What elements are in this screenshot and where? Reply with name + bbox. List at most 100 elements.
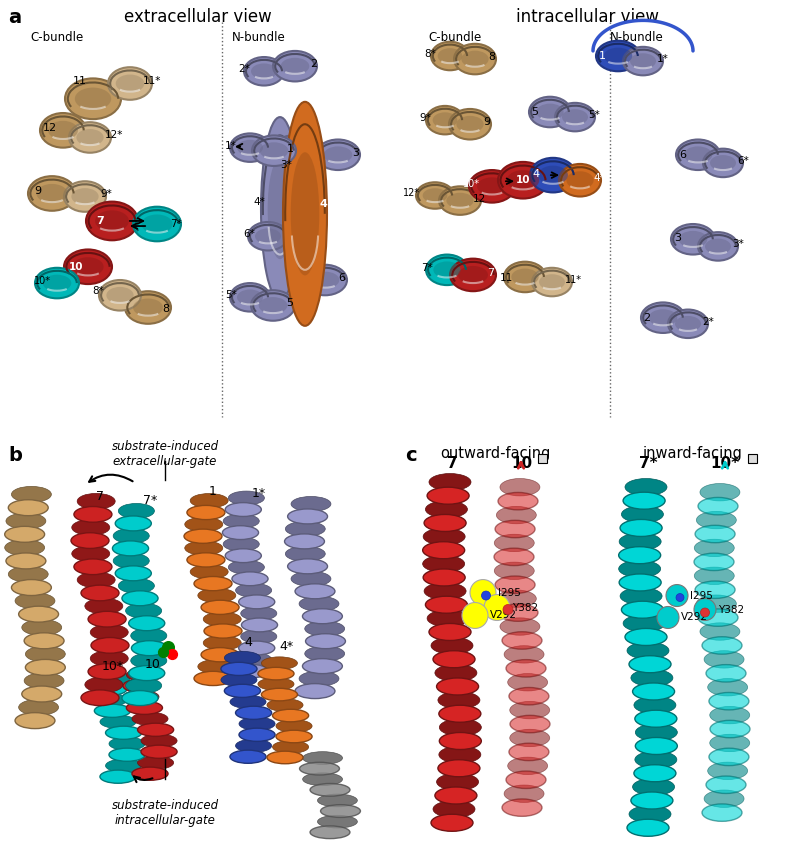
Ellipse shape	[106, 727, 142, 740]
Ellipse shape	[635, 751, 677, 768]
Ellipse shape	[203, 612, 242, 626]
Ellipse shape	[456, 116, 484, 133]
Ellipse shape	[627, 642, 669, 659]
Ellipse shape	[235, 740, 272, 753]
Ellipse shape	[185, 541, 222, 555]
Text: 7*: 7*	[422, 263, 433, 273]
Ellipse shape	[129, 616, 165, 630]
Text: 9*: 9*	[100, 190, 112, 199]
Ellipse shape	[562, 109, 588, 125]
Ellipse shape	[629, 805, 671, 823]
Ellipse shape	[273, 135, 313, 164]
Text: 1*: 1*	[657, 54, 669, 64]
Ellipse shape	[439, 733, 482, 749]
Ellipse shape	[88, 611, 126, 627]
Ellipse shape	[100, 770, 136, 783]
Text: 2*: 2*	[702, 316, 714, 327]
Ellipse shape	[11, 486, 51, 502]
Ellipse shape	[709, 693, 749, 710]
Text: 4: 4	[533, 169, 540, 179]
Text: 2: 2	[310, 59, 317, 69]
Circle shape	[482, 591, 490, 600]
Ellipse shape	[26, 660, 66, 675]
Ellipse shape	[251, 290, 295, 321]
Ellipse shape	[429, 473, 471, 491]
Ellipse shape	[258, 297, 287, 314]
Ellipse shape	[702, 636, 742, 655]
Ellipse shape	[138, 756, 174, 769]
Ellipse shape	[566, 172, 594, 189]
Ellipse shape	[223, 514, 259, 528]
Ellipse shape	[190, 564, 228, 579]
Ellipse shape	[530, 158, 576, 192]
Ellipse shape	[710, 734, 750, 752]
Ellipse shape	[532, 268, 572, 297]
Ellipse shape	[237, 140, 263, 155]
Ellipse shape	[295, 683, 335, 699]
Ellipse shape	[427, 610, 469, 627]
Ellipse shape	[510, 701, 550, 719]
Ellipse shape	[422, 542, 465, 558]
Ellipse shape	[88, 664, 126, 680]
Point	[162, 641, 174, 655]
Ellipse shape	[224, 684, 261, 697]
Ellipse shape	[438, 49, 462, 64]
Ellipse shape	[305, 622, 345, 636]
Ellipse shape	[635, 710, 677, 727]
Ellipse shape	[268, 159, 292, 259]
Ellipse shape	[242, 618, 278, 632]
Ellipse shape	[230, 134, 270, 162]
Ellipse shape	[76, 129, 104, 146]
Ellipse shape	[623, 492, 665, 509]
Ellipse shape	[306, 634, 346, 649]
Ellipse shape	[494, 534, 534, 551]
Text: Y382: Y382	[512, 603, 538, 612]
Ellipse shape	[255, 228, 281, 244]
Circle shape	[676, 594, 684, 602]
Circle shape	[484, 595, 510, 621]
Ellipse shape	[439, 746, 481, 763]
Ellipse shape	[48, 121, 78, 140]
Ellipse shape	[495, 576, 535, 593]
Ellipse shape	[42, 275, 71, 291]
Ellipse shape	[221, 662, 257, 675]
Text: b: b	[8, 446, 22, 465]
Text: 7: 7	[96, 490, 104, 503]
Ellipse shape	[91, 694, 127, 707]
Ellipse shape	[261, 117, 299, 300]
Circle shape	[470, 579, 496, 605]
Text: 9: 9	[34, 186, 42, 197]
Ellipse shape	[252, 135, 296, 166]
Text: 9: 9	[483, 117, 490, 127]
Ellipse shape	[133, 298, 163, 316]
Ellipse shape	[700, 484, 740, 501]
Ellipse shape	[429, 623, 471, 641]
Ellipse shape	[684, 147, 712, 163]
Ellipse shape	[72, 519, 110, 535]
Ellipse shape	[24, 673, 64, 688]
Text: 8*: 8*	[92, 286, 104, 297]
Ellipse shape	[618, 560, 661, 577]
Ellipse shape	[109, 748, 145, 761]
Text: 4: 4	[320, 199, 328, 209]
Ellipse shape	[695, 581, 735, 598]
Ellipse shape	[498, 492, 538, 510]
Ellipse shape	[262, 657, 298, 669]
Ellipse shape	[273, 740, 309, 753]
Ellipse shape	[709, 748, 749, 766]
Text: 1: 1	[209, 485, 217, 498]
Ellipse shape	[222, 525, 258, 539]
Ellipse shape	[299, 762, 339, 775]
Ellipse shape	[477, 178, 507, 195]
Ellipse shape	[90, 650, 128, 667]
Text: substrate-induced
extracellular-gate: substrate-induced extracellular-gate	[111, 440, 218, 468]
Text: 12: 12	[43, 123, 57, 134]
Ellipse shape	[94, 671, 130, 684]
Ellipse shape	[694, 539, 734, 557]
Text: 5*: 5*	[226, 290, 237, 300]
Circle shape	[657, 607, 679, 629]
Ellipse shape	[226, 503, 262, 517]
Ellipse shape	[427, 487, 469, 505]
Ellipse shape	[498, 162, 548, 199]
Ellipse shape	[504, 646, 544, 663]
